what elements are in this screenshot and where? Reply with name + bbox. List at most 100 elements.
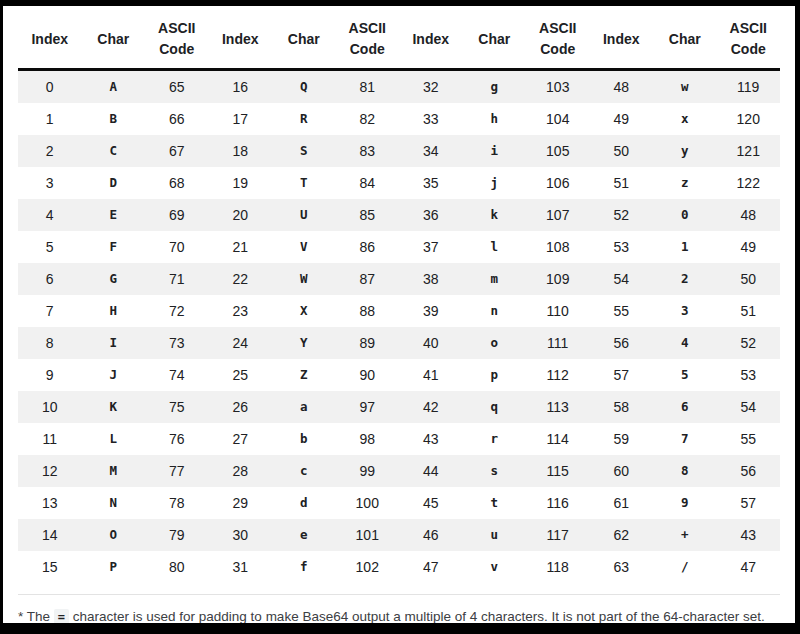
cell-ascii-code: 102 [336, 551, 400, 583]
cell-ascii-code: 78 [145, 487, 209, 519]
table-body: 0A6516Q8132g10348w1191B6617R8233h10449x1… [18, 70, 780, 584]
column-header-char: Char [463, 8, 527, 70]
cell-index: 45 [399, 487, 463, 519]
cell-index: 16 [209, 70, 273, 104]
table-header: IndexCharASCII CodeIndexCharASCII CodeIn… [18, 8, 780, 70]
cell-ascii-code: 69 [145, 199, 209, 231]
cell-char: v [463, 551, 527, 583]
cell-index: 58 [590, 391, 654, 423]
cell-ascii-code: 88 [336, 295, 400, 327]
cell-char: 5 [653, 359, 717, 391]
cell-index: 26 [209, 391, 273, 423]
cell-char: 4 [653, 327, 717, 359]
cell-char: 2 [653, 263, 717, 295]
cell-ascii-code: 54 [717, 391, 781, 423]
cell-index: 31 [209, 551, 273, 583]
cell-char: j [463, 167, 527, 199]
cell-index: 32 [399, 70, 463, 104]
table-row: 15P8031f10247v11863/47 [18, 551, 780, 583]
cell-ascii-code: 106 [526, 167, 590, 199]
cell-char: z [653, 167, 717, 199]
cell-index: 61 [590, 487, 654, 519]
cell-char: h [463, 103, 527, 135]
cell-char: u [463, 519, 527, 551]
cell-ascii-code: 66 [145, 103, 209, 135]
cell-ascii-code: 122 [717, 167, 781, 199]
table-row: 7H7223X8839n11055351 [18, 295, 780, 327]
cell-ascii-code: 81 [336, 70, 400, 104]
cell-index: 2 [18, 135, 82, 167]
cell-index: 52 [590, 199, 654, 231]
cell-index: 23 [209, 295, 273, 327]
cell-index: 51 [590, 167, 654, 199]
cell-index: 29 [209, 487, 273, 519]
cell-index: 36 [399, 199, 463, 231]
cell-index: 46 [399, 519, 463, 551]
cell-ascii-code: 108 [526, 231, 590, 263]
cell-char: S [272, 135, 336, 167]
cell-char: 0 [653, 199, 717, 231]
cell-char: B [82, 103, 146, 135]
column-header-char: Char [653, 8, 717, 70]
column-header-index: Index [399, 8, 463, 70]
cell-index: 57 [590, 359, 654, 391]
cell-char: t [463, 487, 527, 519]
cell-char: o [463, 327, 527, 359]
cell-char: N [82, 487, 146, 519]
cell-ascii-code: 53 [717, 359, 781, 391]
cell-char: C [82, 135, 146, 167]
column-header-ascii-code: ASCII Code [717, 8, 781, 70]
cell-char: J [82, 359, 146, 391]
cell-ascii-code: 109 [526, 263, 590, 295]
column-header-ascii-code: ASCII Code [145, 8, 209, 70]
cell-index: 17 [209, 103, 273, 135]
base64-index-table: IndexCharASCII CodeIndexCharASCII CodeIn… [18, 8, 780, 583]
table-row: 11L7627b9843r11459755 [18, 423, 780, 455]
footnote-prefix: * The [18, 609, 54, 624]
cell-index: 22 [209, 263, 273, 295]
cell-index: 44 [399, 455, 463, 487]
cell-char: 9 [653, 487, 717, 519]
header-row: IndexCharASCII CodeIndexCharASCII CodeIn… [18, 8, 780, 70]
cell-char: i [463, 135, 527, 167]
cell-char: g [463, 70, 527, 104]
column-header-index: Index [590, 8, 654, 70]
cell-index: 19 [209, 167, 273, 199]
cell-ascii-code: 103 [526, 70, 590, 104]
cell-index: 9 [18, 359, 82, 391]
cell-char: K [82, 391, 146, 423]
cell-index: 49 [590, 103, 654, 135]
cell-index: 40 [399, 327, 463, 359]
cell-ascii-code: 113 [526, 391, 590, 423]
cell-index: 43 [399, 423, 463, 455]
cell-char: T [272, 167, 336, 199]
cell-index: 34 [399, 135, 463, 167]
cell-ascii-code: 82 [336, 103, 400, 135]
cell-index: 54 [590, 263, 654, 295]
cell-index: 6 [18, 263, 82, 295]
cell-ascii-code: 116 [526, 487, 590, 519]
cell-ascii-code: 71 [145, 263, 209, 295]
cell-ascii-code: 120 [717, 103, 781, 135]
cell-char: b [272, 423, 336, 455]
cell-ascii-code: 99 [336, 455, 400, 487]
cell-char: k [463, 199, 527, 231]
table-row: 3D6819T8435j10651z122 [18, 167, 780, 199]
cell-ascii-code: 80 [145, 551, 209, 583]
cell-char: d [272, 487, 336, 519]
cell-ascii-code: 47 [717, 551, 781, 583]
cell-char: H [82, 295, 146, 327]
cell-index: 3 [18, 167, 82, 199]
cell-char: I [82, 327, 146, 359]
cell-char: R [272, 103, 336, 135]
column-header-index: Index [18, 8, 82, 70]
cell-char: y [653, 135, 717, 167]
cell-index: 15 [18, 551, 82, 583]
cell-ascii-code: 55 [717, 423, 781, 455]
cell-index: 12 [18, 455, 82, 487]
cell-index: 47 [399, 551, 463, 583]
cell-index: 28 [209, 455, 273, 487]
cell-ascii-code: 107 [526, 199, 590, 231]
cell-index: 21 [209, 231, 273, 263]
cell-index: 1 [18, 103, 82, 135]
